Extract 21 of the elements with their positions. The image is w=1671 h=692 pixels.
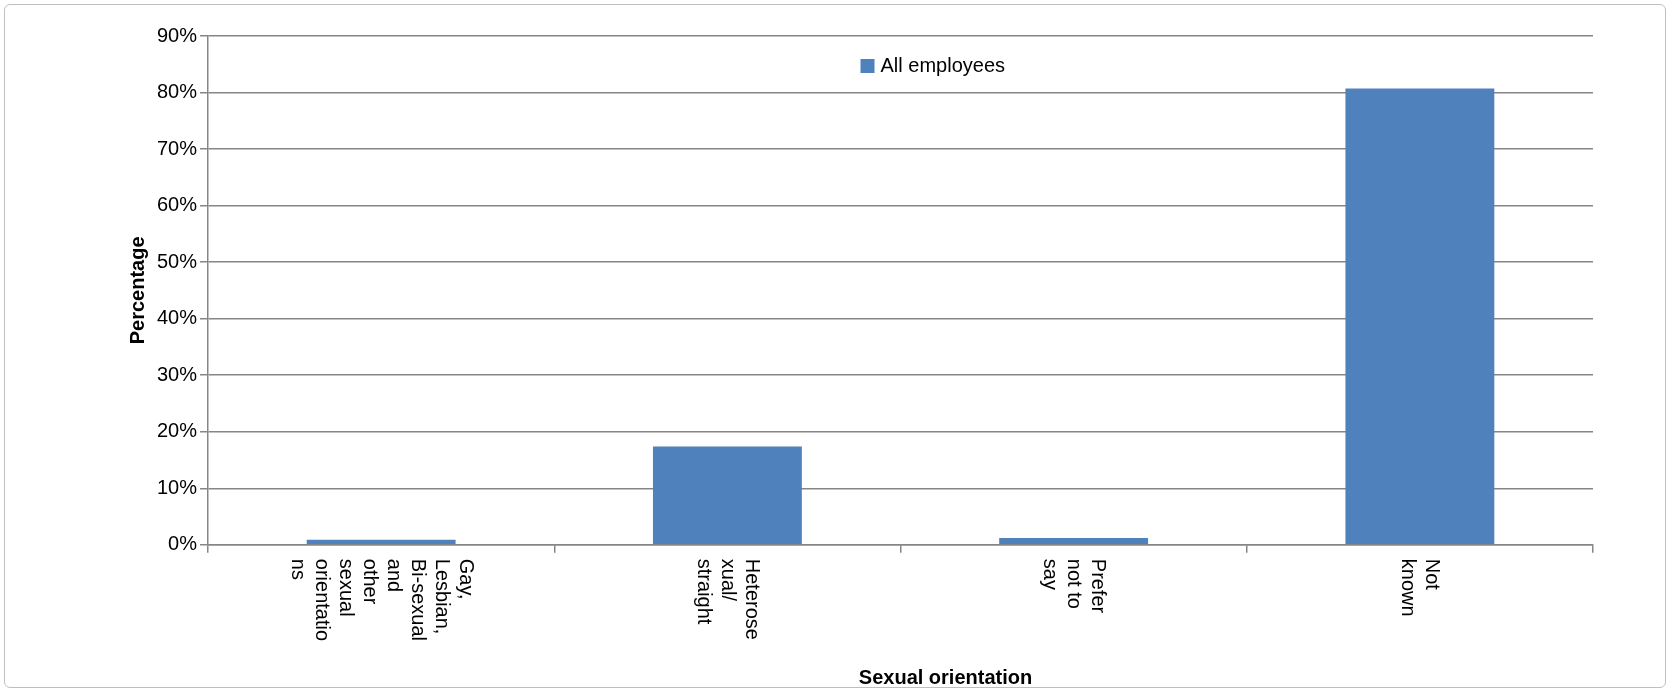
x-axis-title: Sexual orientation <box>858 665 1033 688</box>
y-tick-label: 0% <box>168 532 198 555</box>
y-axis-title: Percentage <box>125 236 148 345</box>
bar <box>999 538 1149 545</box>
bar <box>1345 88 1495 545</box>
bar <box>652 446 802 545</box>
x-tick-label: Prefer not to say <box>1040 558 1111 614</box>
x-tick-label: Gay, Lesbian, Bi-sexual and other sexual orientations <box>287 558 478 642</box>
y-tick-label: 20% <box>157 419 198 442</box>
legend-label: All employees <box>880 53 1006 76</box>
y-tick-label: 50% <box>157 249 198 272</box>
y-tick-label: 60% <box>157 193 198 216</box>
y-tick-label: 30% <box>157 362 198 385</box>
y-tick-label: 90% <box>157 23 198 46</box>
x-tick-label: Heterosexual/ straight <box>693 558 764 640</box>
y-tick-label: 40% <box>157 306 198 329</box>
y-tick-label: 70% <box>157 136 198 159</box>
y-tick-label: 10% <box>157 475 198 498</box>
x-tick-label: Not known <box>1398 558 1445 617</box>
y-tick-label: 80% <box>157 80 198 103</box>
bar <box>306 539 456 545</box>
